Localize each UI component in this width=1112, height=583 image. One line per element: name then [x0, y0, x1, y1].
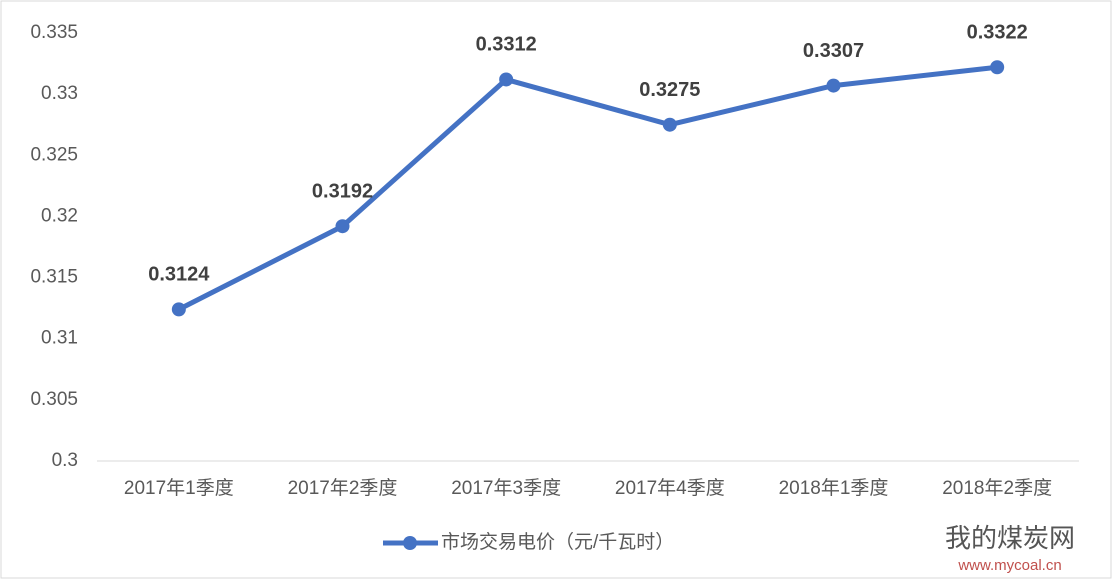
- x-tick-label: 2017年3季度: [451, 477, 561, 499]
- y-tick-label: 0.315: [30, 267, 78, 288]
- y-tick-label: 0.31: [41, 328, 78, 349]
- y-tick-label: 0.33: [41, 83, 78, 104]
- watermark-name: 我的煤炭网: [945, 523, 1075, 553]
- x-tick-label: 2017年2季度: [288, 477, 398, 499]
- marker: [826, 78, 841, 93]
- marker: [662, 117, 677, 132]
- data-label: 0.3124: [148, 264, 210, 286]
- line: [177, 64, 998, 312]
- data-label: 0.3192: [312, 180, 373, 202]
- y-tick-label: 0.335: [30, 22, 78, 43]
- y-tick-label: 0.325: [30, 144, 78, 165]
- x-tick-label: 2017年1季度: [124, 477, 234, 499]
- data-label: 0.3275: [639, 79, 700, 101]
- watermark-url: www.mycoal.cn: [957, 557, 1061, 574]
- marker: [171, 302, 186, 317]
- legend-label: 市场交易电价（元/千瓦时）: [441, 531, 674, 553]
- data-label: 0.3312: [476, 34, 537, 56]
- legend-marker: [403, 536, 417, 550]
- x-tick-label: 2018年2季度: [942, 477, 1052, 499]
- marker: [335, 219, 350, 234]
- data-label: 0.3322: [967, 22, 1028, 44]
- x-tick-label: 2017年4季度: [615, 477, 725, 499]
- y-tick-label: 0.3: [52, 450, 78, 471]
- data-label: 0.3307: [803, 40, 864, 62]
- marker: [990, 60, 1005, 75]
- marker: [499, 72, 514, 87]
- x-tick-label: 2018年1季度: [779, 477, 889, 499]
- y-tick-label: 0.32: [41, 205, 78, 226]
- y-tick-label: 0.305: [30, 389, 78, 410]
